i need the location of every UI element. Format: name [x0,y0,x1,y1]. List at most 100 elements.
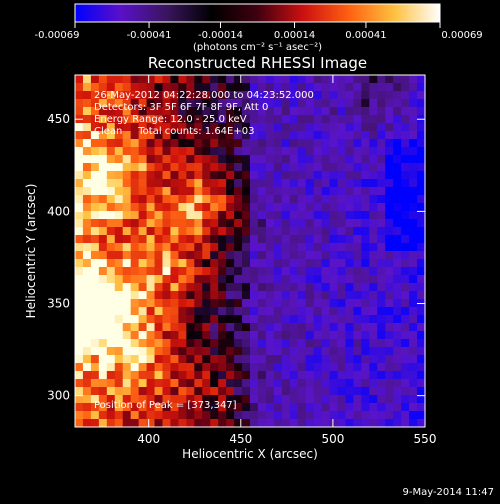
heatmap-cell [210,355,219,364]
heatmap-cell [353,99,362,108]
heatmap-cell [146,259,155,268]
heatmap-cell [250,155,259,164]
heatmap-cell [242,259,251,268]
heatmap-cell [170,83,179,92]
heatmap-cell [337,75,346,84]
heatmap-cell [218,195,227,204]
heatmap-cell [345,403,354,412]
heatmap-cell [82,155,92,164]
heatmap-cell [138,91,147,100]
heatmap-cell [162,339,171,348]
heatmap-cell [178,331,187,340]
heatmap-cell [377,347,386,356]
heatmap-cell [202,299,211,308]
heatmap-cell [361,155,370,164]
heatmap-cell [146,91,155,100]
heatmap-cell [75,363,84,372]
heatmap-cell [401,131,410,140]
heatmap-cell [385,291,394,300]
heatmap-cell [313,299,322,308]
heatmap-cell [409,291,418,300]
heatmap-cell [82,283,92,292]
heatmap-cell [337,307,346,316]
heatmap-cell [409,195,418,204]
heatmap-cell [242,203,251,212]
heatmap-cell [305,259,315,268]
heatmap-cell [417,387,426,396]
heatmap-cell [242,315,251,324]
heatmap-cell [242,371,251,380]
heatmap-cell [234,91,243,100]
heatmap-cell [393,419,402,428]
heatmap-cell [186,347,195,356]
heatmap-cell [106,139,116,148]
heatmap-cell [257,283,267,292]
heatmap-cell [114,243,124,252]
heatmap-cell [297,387,307,396]
heatmap-cell [369,187,378,196]
heatmap-cell [265,131,275,140]
heatmap-cell [297,379,307,388]
heatmap-cell [218,131,227,140]
heatmap-cell [194,267,203,276]
heatmap-cell [178,203,187,212]
heatmap-cell [226,99,235,108]
heatmap-cell [82,203,92,212]
heatmap-cell [369,339,378,348]
heatmap-cell [218,243,227,252]
heatmap-cell [130,139,140,148]
heatmap-cell [82,251,92,260]
heatmap-cell [417,419,426,428]
heatmap-cell [281,275,291,284]
heatmap-cell [321,315,330,324]
heatmap-cell [210,315,219,324]
heatmap-cell [114,299,124,308]
heatmap-cell [75,267,84,276]
heatmap-cell [401,275,410,284]
heatmap-cell [194,291,203,300]
heatmap-cell [106,227,116,236]
heatmap-cell [361,323,370,332]
heatmap-cell [409,227,418,236]
heatmap-cell [337,267,346,276]
heatmap-cell [82,115,92,124]
heatmap-cell [353,411,362,420]
heatmap-cell [122,99,132,108]
heatmap-cell [417,283,426,292]
heatmap-cell [250,107,259,116]
heatmap-cell [178,75,187,84]
heatmap-cell [265,339,275,348]
heatmap-cell [265,115,275,124]
heatmap-cell [130,259,140,268]
heatmap-cell [265,307,275,316]
heatmap-cell [178,411,187,420]
heatmap-cell [273,323,283,332]
heatmap-cell [242,355,251,364]
heatmap-cell [82,163,92,172]
heatmap-cell [162,419,171,428]
heatmap-cell [369,235,378,244]
heatmap-cell [377,131,386,140]
heatmap-cell [122,323,132,332]
heatmap-cell [242,347,251,356]
heatmap-cell [194,211,203,220]
heatmap-cell [329,235,338,244]
heatmap-cell [409,347,418,356]
heatmap-cell [186,419,195,428]
heatmap-cell [417,211,426,220]
heatmap-cell [106,403,116,412]
heatmap-cell [75,259,84,268]
heatmap-cell [194,235,203,244]
heatmap-cell [257,331,267,340]
heatmap-cell [289,275,299,284]
heatmap-cell [82,403,92,412]
heatmap-cell [273,107,283,116]
heatmap-cell [186,187,195,196]
heatmap-cell [329,171,338,180]
heatmap-cell [377,267,386,276]
heatmap-cell [122,75,132,84]
heatmap-cell [305,291,315,300]
heatmap-cell [257,299,267,308]
heatmap-cell [353,387,362,396]
heatmap-cell [162,147,171,156]
